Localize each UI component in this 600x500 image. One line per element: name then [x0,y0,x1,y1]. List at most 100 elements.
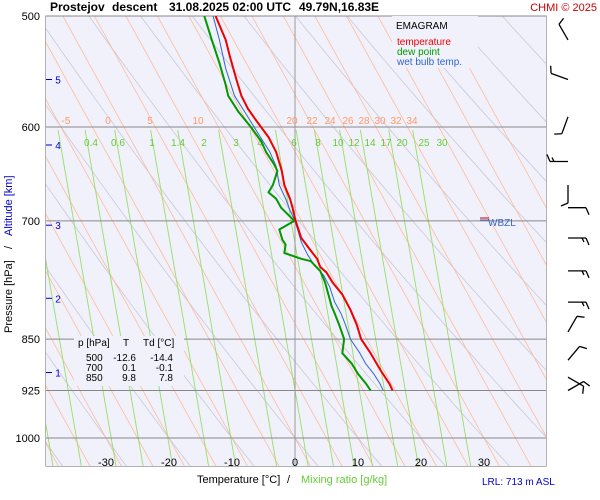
altitude-tick-label: 4 [55,141,61,152]
altitude-tick-label: 5 [55,76,61,87]
isotherm-label: 30 [374,116,386,127]
y-axis-label-pressure: Pressure [hPa] [3,260,15,333]
wind-barb-flag [585,237,590,246]
wind-barb-flag [583,380,591,387]
mixing-ratio-line [57,129,117,466]
wind-barb-staff [550,72,569,81]
mixing-ratio-line [359,129,419,466]
table-cell-td: -0.1 [156,363,174,374]
wind-barb-staff [567,376,584,387]
legend-title: EMAGRAM [396,21,448,32]
mixing-ratio-label: 17 [380,138,392,149]
pressure-tick-label: 925 [22,386,40,398]
dry-adiabat [46,352,127,466]
mixing-ratio-label: 8 [315,138,321,149]
mixing-ratio-line [114,129,174,466]
temperature-tick-label: 0 [292,457,298,469]
dry-adiabat [243,16,546,371]
station-name: Prostejov [50,0,105,14]
isotherm-line [46,99,248,466]
wind-barb-flag [579,345,588,350]
mixing-ratio-line [249,129,309,466]
wind-barb [546,154,568,163]
wind-barb-staff [567,345,581,361]
table-cell-td: 7.8 [159,373,173,384]
mixing-ratio-line [295,129,355,466]
table-cell-p: 500 [86,353,103,364]
wind-barb-staff [561,116,569,134]
dry-adiabat [295,16,546,306]
mixing-ratio-line [388,129,448,466]
altitude-tick-labels: 5 4 3 2 1 [46,76,61,380]
wind-barb-staff [567,380,584,392]
wind-barb-staff [567,315,578,333]
dry-adiabat [140,16,510,466]
copyright: CHMI © 2025 [530,2,597,14]
wind-barbs [546,17,591,394]
table-cell-p: 700 [86,363,103,374]
y-axis-label-altitude: Altitude [km] [3,175,15,236]
wind-barb-flag [560,202,569,207]
mixing-ratio-labels: 0.4 0.6 1 1.4 2 3 4 6 8 10 12 14 17 20 25 30 [84,138,448,149]
wind-barb [568,270,590,279]
mixing-ratio-label: 20 [396,138,408,149]
series-line-temperature [214,16,394,391]
lrl-label: LRL: 713 m ASL [482,477,555,488]
wind-barb-flag [550,65,552,74]
mixing-ratio-label: 6 [291,138,297,149]
mixing-ratio-line [177,129,237,466]
wind-barb-half-flag [581,301,585,307]
wind-barb-flag [558,17,565,25]
pressure-tick-label: 600 [22,122,40,134]
sounding-table: p [hPa] T Td [°C] 500 -12.6 -14.4 700 0.… [74,336,184,386]
dry-adiabat [545,0,600,468]
dry-adiabats [46,0,600,468]
series-line-wet-bulb-temp [212,16,384,391]
dry-adiabat [46,104,319,466]
pressure-tick-label: 500 [22,11,40,23]
mixing-ratio-label: 12 [348,138,360,149]
wind-barb-flag [585,301,590,310]
isotherm-line [219,16,469,466]
pressure-tick-label: 1000 [16,433,40,445]
temperature-tick-label: 10 [352,457,364,469]
sounding-datetime: 31.08.2025 02:00 UTC [169,0,291,14]
wind-barb-half-flag [581,237,585,243]
dry-adiabat [88,16,447,466]
isotherm-line [345,16,546,380]
wbzl-label: WBZL [488,218,516,229]
wind-barb-flag [582,386,585,394]
wind-barb [568,301,590,310]
temperature-tick-label: 20 [415,457,427,469]
mixing-ratio-label: 30 [436,138,448,149]
table-header-t: T [123,338,129,349]
wind-barb [567,315,585,333]
wind-barb [567,376,585,394]
table-cell-t: 9.8 [122,373,136,384]
isotherm-label: 34 [406,116,418,127]
mixing-ratio-label: 10 [332,138,344,149]
isotherm-label: 5 [147,116,153,127]
mixing-ratio-line [339,129,399,466]
isotherm-label: 32 [390,116,402,127]
isotherm-label: 26 [342,116,354,127]
isotherm-label: 10 [192,116,204,127]
x-axis-label-separator: / [287,474,291,486]
temperature-tick-label: -30 [98,457,114,469]
wind-barb [558,17,569,41]
isotherm-label: 24 [324,116,336,127]
isotherm-label: 28 [358,116,370,127]
dry-adiabat [46,28,383,466]
mixing-ratio-lines [46,129,472,466]
dry-adiabat [46,183,255,466]
temperature-tick-label: -10 [224,457,240,469]
wind-barb-flag [554,133,562,135]
pressure-tick-label: 700 [22,216,40,228]
mixing-ratio-line [218,129,278,466]
temperature-tick-label: 30 [478,457,490,469]
wind-barb [567,380,591,392]
wind-barb-flag [585,207,590,215]
mixing-ratio-line [84,129,144,466]
mixing-ratio-label: 0.6 [111,138,125,149]
isotherm-line [93,16,343,466]
